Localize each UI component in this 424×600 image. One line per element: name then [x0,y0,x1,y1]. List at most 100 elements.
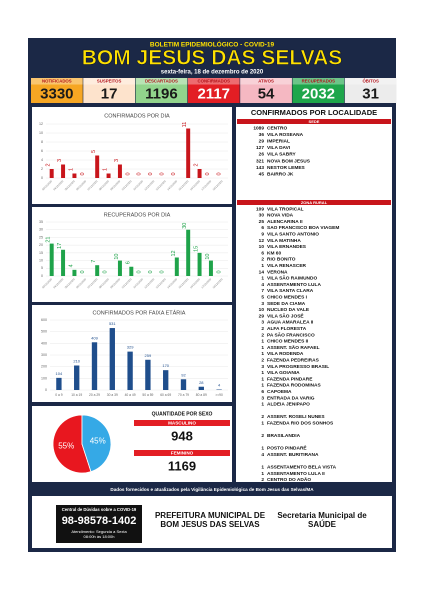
stat-label: ÓBITOS [362,79,379,84]
loc-name: CHICO MENDES I [267,294,308,300]
chart-panel [32,107,232,204]
x-tick-label: 70 a 79 [178,393,189,397]
stat-value: 2032 [302,85,335,102]
x-tick-label: 10 a 19 [71,393,82,397]
value-label: 0 [103,270,109,273]
loc-name: VILA MATINHA [267,238,301,244]
bar [61,249,66,276]
stat-label: ATIVOS [258,79,274,84]
value-label: 11 [182,122,188,128]
loc-name: POSTO PINDARÉ [267,444,307,452]
y-tick-label: 400 [41,341,47,345]
stat-label: NOTIFICADOS [42,79,72,84]
sexo-value: 1169 [168,458,196,473]
bar [56,377,62,390]
x-tick-label: 40 a 49 [125,393,136,397]
stat-value: 2117 [197,85,230,102]
x-tick-label: 30 a 39 [107,393,118,397]
value-label: 2 [194,163,200,166]
y-tick-label: 600 [41,318,47,322]
y-tick-label: 200 [41,365,47,369]
loc-name: NOVA BOM JESUS [267,158,311,164]
value-label: 0 [159,172,165,175]
loc-count: 30 [259,213,265,219]
x-tick-label: >=90 [215,393,223,397]
loc-count: 2 [261,414,264,420]
value-label: 259 [145,353,152,358]
loc-count: 10 [259,244,265,250]
value-label: 0 [80,270,86,273]
localidade-panel [236,107,392,482]
loc-count: 3 [261,301,264,307]
bar [127,351,133,390]
loc-count: 14 [259,269,265,275]
loc-count: 109 [256,206,264,212]
prefeitura: PREFEITURA MUNICIPAL DE [155,511,266,520]
loc-name: VILA SANTO ANTONIO [267,231,319,237]
loc-name: SAO FRANCISCO BOA VIAGEM [267,225,339,231]
loc-count: 4 [261,282,264,288]
stat-label-bg [292,78,345,85]
bar [109,328,115,390]
bar [74,365,80,390]
loc-name: FAZENDA RODOMINAS [267,383,321,389]
loc-count: 1 [261,420,264,426]
value-label: 409 [91,335,98,340]
loc-count: 1 [261,339,264,345]
date: sexta-feira, 18 de dezembro de 2020 [161,70,264,76]
y-tick-label: 5 [41,266,43,270]
loc-name: FAZENDA RIO DOS SONHOS [267,420,334,426]
loc-name: BAIRRO JK [267,171,294,177]
bar [49,169,54,178]
stat-box [292,78,345,103]
loc-count: 1 [261,383,264,389]
pie-slice [81,414,112,473]
loc-name: VILA ROSEANA [267,132,304,138]
value-label: 0 [205,172,211,175]
loc-name: ASSENTAMENTO LULA II [267,471,325,477]
loc-name: ALDEIA JENIPAPO [267,402,310,408]
loc-count: 10 [259,307,265,313]
stat-label: RECUPERADOS [302,79,336,84]
loc-name: ASSENT. SÃO RAFAEL [267,344,320,351]
loc-count: 4 [261,452,264,458]
section-title: ZONA RURAL [301,200,328,205]
sexo-label: MASCULINO [168,420,196,425]
secretaria: Secretaria Municipal de [277,511,367,520]
value-label: 170 [162,363,169,368]
loc-count: 1 [261,446,264,452]
value-label: 28 [199,380,204,385]
bar [117,164,122,178]
loc-count: 9 [261,231,264,237]
value-label: 92 [181,372,186,377]
bar [163,370,169,390]
pie-label: 55% [58,442,74,451]
value-label: 15 [194,246,200,252]
value-label: 12 [171,250,177,256]
localidade-title: CONFIRMADOS POR LOCALIDADE [251,108,377,117]
value-label: 0 [216,172,222,175]
value-label: 0 [137,270,143,273]
value-label: 30 [182,223,188,229]
loc-name: VILA TROPICAL [267,206,304,212]
y-tick-label: 30 [39,228,43,232]
value-label: 10 [114,254,120,260]
phone-box [56,505,142,543]
stat-box [187,78,240,103]
bar [198,386,204,390]
loc-name: VILA RODENDA [267,351,304,357]
section-title: SEDE [309,119,320,124]
loc-name: VILA SÃO RAIMUNDO [267,275,317,282]
x-tick-label: 60 a 69 [160,393,171,397]
loc-name: SEDE DA CIAMA [267,301,306,307]
value-label: 210 [73,359,80,364]
loc-name: VILA SANTA CLARA [267,288,314,294]
value-label: 6 [125,261,131,264]
value-label: 0 [171,172,177,175]
y-tick-label: 0 [41,274,43,278]
loc-name: VILA DAVI [267,145,291,151]
loc-count: 1 [261,263,264,269]
value-label: 0 [148,270,154,273]
x-tick-label: 20 a 29 [89,393,100,397]
stat-label-bg [83,78,135,85]
